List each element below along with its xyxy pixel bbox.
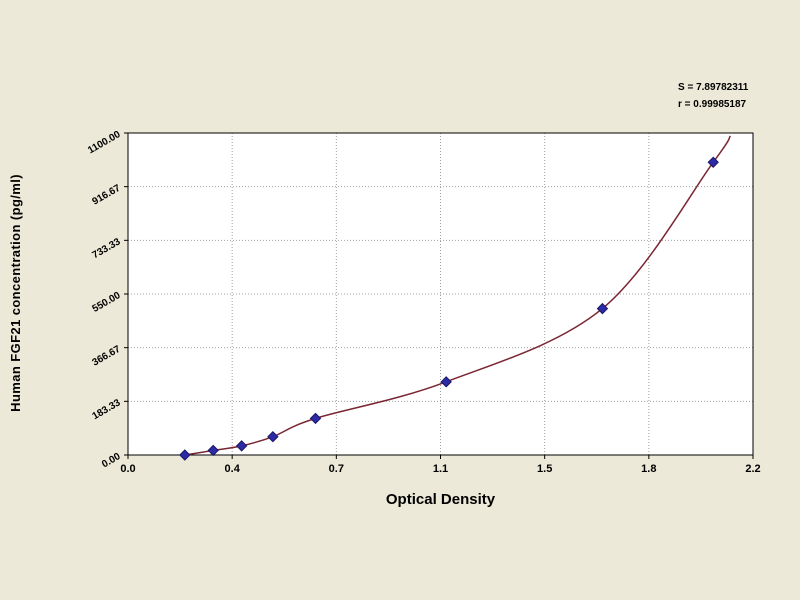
y-tick-label: 183.33 (91, 397, 123, 422)
fit-statistics: S = 7.89782311 r = 0.99985187 (678, 79, 748, 113)
x-tick-label: 0.0 (120, 463, 135, 475)
y-tick-label: 366.67 (91, 344, 123, 369)
data-point-marker (207, 444, 219, 457)
data-point-marker (235, 440, 248, 452)
x-tick-label: 2.2 (745, 463, 760, 475)
x-tick-label: 1.5 (537, 463, 552, 475)
x-tick-label: 0.7 (329, 463, 344, 475)
data-point-marker (596, 302, 609, 315)
y-axis-title: Human FGF21 concentration (pg/ml) (2, 128, 28, 458)
y-tick-label: 550.00 (91, 290, 123, 315)
data-point-marker (179, 449, 191, 461)
fit-correlation-value: r = 0.99985187 (678, 99, 747, 110)
data-point-marker (440, 376, 452, 388)
x-tick-label: 1.8 (641, 463, 656, 475)
y-tick-label: 1100.00 (86, 129, 123, 157)
data-point-marker (309, 412, 322, 425)
data-point-marker (267, 430, 279, 443)
data-point-marker (707, 156, 719, 168)
fit-standard-error-value: S = 7.89782311 (678, 82, 749, 93)
fitted-curve (179, 135, 731, 455)
x-tick-label: 1.1 (433, 463, 448, 475)
y-axis-title-text: Human FGF21 concentration (pg/ml) (7, 174, 23, 412)
y-tick-label: 733.33 (91, 236, 123, 261)
x-tick-label: 0.4 (225, 463, 241, 475)
y-tick-label: 916.67 (91, 183, 123, 208)
x-axis-title: Optical Density (385, 491, 496, 508)
